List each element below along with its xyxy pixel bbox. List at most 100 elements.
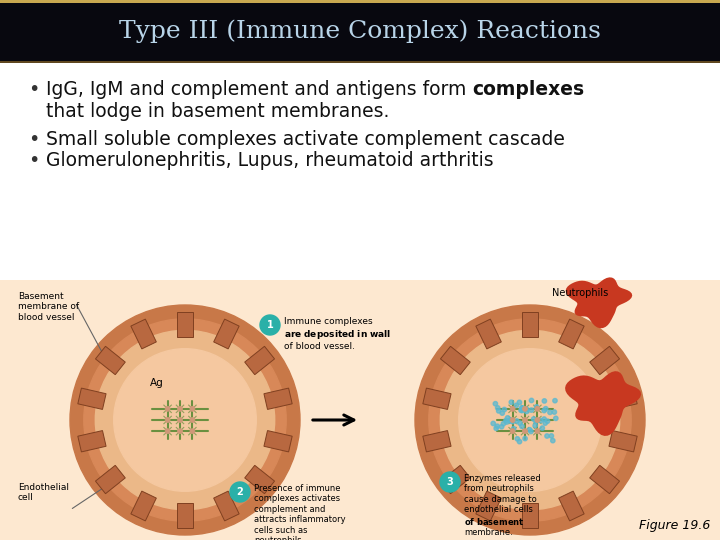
Polygon shape bbox=[96, 465, 125, 494]
Circle shape bbox=[529, 399, 534, 403]
Polygon shape bbox=[590, 465, 619, 494]
Polygon shape bbox=[264, 430, 292, 452]
Circle shape bbox=[528, 429, 534, 434]
Text: 3: 3 bbox=[446, 477, 454, 487]
Circle shape bbox=[504, 420, 509, 424]
Circle shape bbox=[523, 407, 528, 411]
Circle shape bbox=[521, 406, 525, 410]
Text: complexes: complexes bbox=[472, 80, 585, 99]
Circle shape bbox=[178, 407, 182, 411]
Circle shape bbox=[510, 429, 515, 434]
Circle shape bbox=[542, 417, 546, 421]
Circle shape bbox=[514, 403, 518, 408]
Polygon shape bbox=[423, 388, 451, 409]
Polygon shape bbox=[522, 503, 538, 528]
Polygon shape bbox=[245, 346, 274, 375]
Circle shape bbox=[70, 305, 300, 535]
Polygon shape bbox=[476, 491, 501, 521]
Polygon shape bbox=[522, 312, 538, 337]
Circle shape bbox=[505, 416, 510, 420]
Circle shape bbox=[502, 407, 507, 411]
Polygon shape bbox=[177, 503, 193, 528]
Bar bbox=[0, 280, 720, 540]
Circle shape bbox=[540, 426, 544, 430]
Circle shape bbox=[515, 419, 519, 423]
Circle shape bbox=[165, 417, 170, 422]
Bar bbox=[0, 62, 720, 280]
Circle shape bbox=[500, 411, 505, 415]
Circle shape bbox=[545, 419, 549, 423]
Polygon shape bbox=[214, 319, 239, 349]
Bar bbox=[0, 0, 720, 3]
Polygon shape bbox=[78, 388, 106, 409]
Circle shape bbox=[230, 482, 250, 502]
Circle shape bbox=[95, 330, 275, 510]
Circle shape bbox=[441, 330, 620, 510]
Circle shape bbox=[552, 410, 557, 414]
Polygon shape bbox=[565, 371, 641, 436]
Circle shape bbox=[524, 407, 528, 411]
Circle shape bbox=[535, 417, 540, 422]
Circle shape bbox=[429, 319, 631, 521]
Circle shape bbox=[534, 419, 538, 423]
Circle shape bbox=[554, 416, 558, 421]
Circle shape bbox=[535, 429, 540, 434]
Text: Basement
membrane of
blood vessel: Basement membrane of blood vessel bbox=[18, 292, 79, 322]
Circle shape bbox=[523, 429, 528, 434]
Polygon shape bbox=[559, 491, 584, 521]
Circle shape bbox=[518, 421, 522, 426]
Text: Presence of immune
complexes activates
complement and
attracts inflammatory
cell: Presence of immune complexes activates c… bbox=[254, 484, 346, 540]
Circle shape bbox=[510, 417, 515, 422]
Text: Endothelial
cell: Endothelial cell bbox=[18, 483, 69, 502]
Circle shape bbox=[440, 472, 460, 492]
Circle shape bbox=[504, 418, 508, 423]
Circle shape bbox=[493, 402, 498, 406]
Circle shape bbox=[508, 419, 513, 423]
Polygon shape bbox=[177, 312, 193, 337]
Circle shape bbox=[178, 429, 182, 434]
Text: •: • bbox=[28, 151, 40, 170]
Polygon shape bbox=[476, 319, 501, 349]
Bar bbox=[0, 3, 720, 61]
Text: Ag: Ag bbox=[150, 378, 163, 388]
Polygon shape bbox=[78, 430, 106, 452]
Circle shape bbox=[510, 407, 515, 411]
Text: 2: 2 bbox=[237, 487, 243, 497]
Text: •: • bbox=[28, 130, 40, 149]
Circle shape bbox=[491, 421, 495, 426]
Circle shape bbox=[415, 305, 645, 535]
Circle shape bbox=[523, 436, 527, 441]
Polygon shape bbox=[423, 430, 451, 452]
Text: Glomerulonephritis, Lupus, rheumatoid arthritis: Glomerulonephritis, Lupus, rheumatoid ar… bbox=[46, 151, 494, 170]
Circle shape bbox=[190, 417, 195, 422]
Circle shape bbox=[542, 399, 546, 403]
Polygon shape bbox=[131, 491, 156, 521]
Circle shape bbox=[524, 409, 528, 414]
Text: Immune complexes
$\bf{are\ deposited\ in\ wall}$
of blood vessel.: Immune complexes $\bf{are\ deposited\ in… bbox=[284, 317, 391, 351]
Circle shape bbox=[495, 406, 500, 410]
Circle shape bbox=[495, 424, 500, 428]
Circle shape bbox=[190, 429, 195, 434]
Circle shape bbox=[515, 437, 520, 441]
Polygon shape bbox=[96, 346, 125, 375]
Circle shape bbox=[508, 418, 512, 422]
Text: 1: 1 bbox=[266, 320, 274, 330]
Text: that lodge in basement membranes.: that lodge in basement membranes. bbox=[46, 102, 390, 121]
Circle shape bbox=[519, 406, 524, 410]
Circle shape bbox=[509, 400, 513, 404]
Polygon shape bbox=[214, 491, 239, 521]
Circle shape bbox=[529, 408, 534, 413]
Polygon shape bbox=[559, 319, 584, 349]
Polygon shape bbox=[264, 388, 292, 409]
Circle shape bbox=[543, 421, 547, 426]
Circle shape bbox=[497, 409, 501, 413]
Polygon shape bbox=[131, 319, 156, 349]
Circle shape bbox=[517, 400, 521, 404]
Polygon shape bbox=[441, 465, 470, 494]
Circle shape bbox=[553, 399, 557, 403]
Circle shape bbox=[517, 440, 522, 444]
Text: Figure 19.6: Figure 19.6 bbox=[639, 519, 710, 532]
Circle shape bbox=[510, 420, 515, 424]
Circle shape bbox=[534, 404, 539, 409]
Circle shape bbox=[500, 424, 504, 429]
